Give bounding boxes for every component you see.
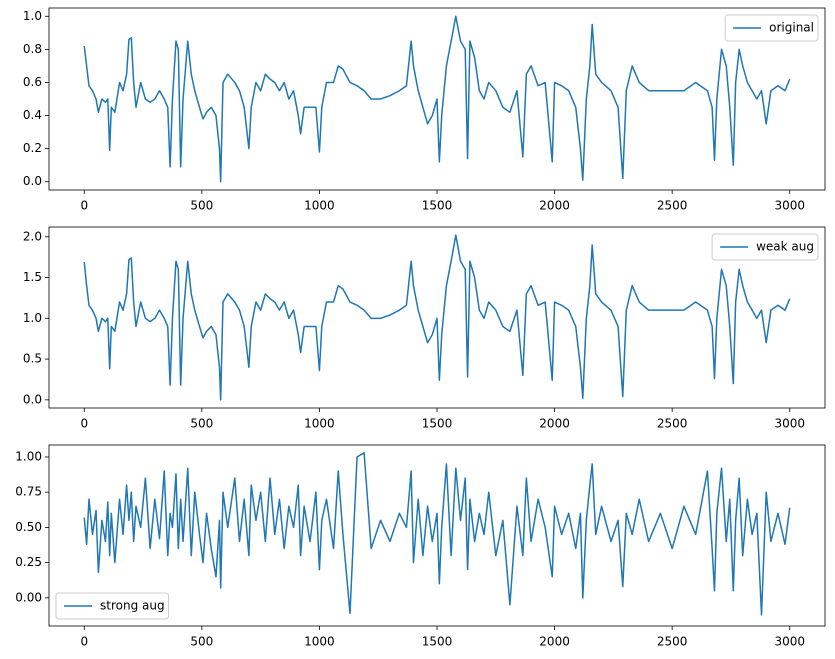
x-tick-label: 1000: [304, 417, 335, 431]
x-tick-label: 2000: [539, 417, 570, 431]
legend: strong aug: [55, 592, 170, 620]
legend-box: [724, 14, 819, 42]
y-tick-label: 0.50: [15, 520, 42, 534]
y-tick-label: 0.6: [23, 75, 42, 89]
y-tick-label: 0.0: [23, 174, 42, 188]
x-tick-label: 2500: [657, 635, 688, 649]
x-tick-label: 3000: [774, 635, 805, 649]
legend: original: [724, 14, 819, 42]
x-tick-label: 0: [80, 635, 88, 649]
line: [83, 452, 791, 616]
x-tick-label: 1000: [304, 199, 335, 213]
x-tick-label: 3000: [774, 417, 805, 431]
x-tick-label: 2500: [657, 199, 688, 213]
legend-label: strong aug: [100, 599, 165, 613]
x-tick-label: 2000: [539, 635, 570, 649]
y-tick-label: 1.5: [23, 270, 42, 284]
axes-frame: [48, 226, 826, 409]
y-tick-label: 0.8: [23, 42, 42, 56]
axes-frame: [48, 444, 826, 627]
y-tick-label: 0.25: [15, 555, 42, 569]
line: [83, 234, 791, 401]
y-tick-label: 0.75: [15, 485, 42, 499]
x-tick-label: 0: [80, 199, 88, 213]
x-tick-label: 2000: [539, 199, 570, 213]
y-tick-label: 2.0: [23, 229, 42, 243]
x-tick-label: 1500: [422, 417, 453, 431]
plot-area: [83, 15, 791, 183]
x-tick-label: 500: [190, 199, 213, 213]
y-tick-label: 1.0: [23, 311, 42, 325]
y-tick-label: 0.00: [15, 590, 42, 604]
legend-box: [711, 233, 819, 261]
line: [83, 15, 791, 183]
y-tick-label: 1.00: [15, 449, 42, 463]
plot-area: [83, 234, 791, 401]
x-tick-label: 1000: [304, 635, 335, 649]
x-tick-label: 3000: [774, 199, 805, 213]
x-tick-label: 500: [190, 417, 213, 431]
y-tick-label: 1.0: [23, 9, 42, 23]
x-tick-label: 1500: [422, 635, 453, 649]
legend-label: original: [769, 21, 814, 35]
axes-frame: [48, 7, 826, 191]
y-tick-label: 0.5: [23, 352, 42, 366]
legend-box: [55, 592, 170, 620]
plot-area: [83, 452, 791, 616]
legend: weak aug: [711, 233, 819, 261]
y-tick-label: 0.2: [23, 141, 42, 155]
x-tick-label: 2500: [657, 417, 688, 431]
y-tick-label: 0.4: [23, 108, 42, 122]
x-tick-label: 0: [80, 417, 88, 431]
x-tick-label: 1500: [422, 199, 453, 213]
y-tick-label: 0.0: [23, 392, 42, 406]
x-tick-label: 500: [190, 635, 213, 649]
legend-label: weak aug: [756, 240, 814, 254]
